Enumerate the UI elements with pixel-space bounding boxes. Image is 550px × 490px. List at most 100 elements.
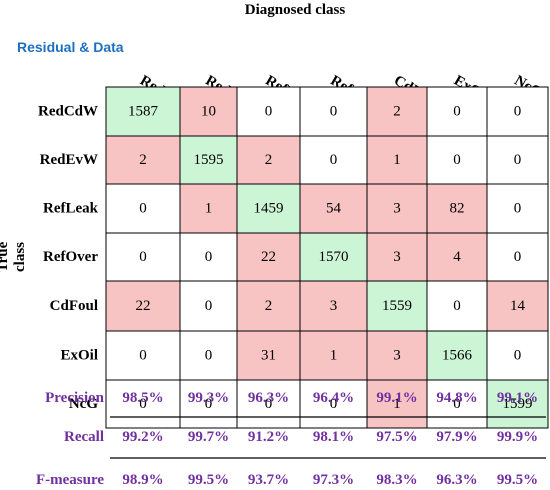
cell-value: 1587 [128,104,159,120]
cell-value: 1459 [254,201,284,217]
cell-value: 3 [393,201,401,217]
cell-value: 3 [330,298,338,314]
cell-value: 4 [453,249,461,265]
metric-value: 99.9% [497,429,538,445]
metric-value: 99.3% [188,390,229,406]
row-label: RefLeak [43,201,99,217]
cell-value: 0 [453,152,461,168]
cell-value: 0 [514,201,522,217]
cell-value: 1570 [319,249,349,265]
matrix-cell [299,135,368,185]
cell-value: 0 [330,152,338,168]
cell-value: 0 [330,104,338,120]
cell-value: 0 [453,104,461,120]
cell-value: 2 [265,298,273,314]
metric-label: F-measure [36,472,104,488]
matrix-cell [179,379,238,429]
matrix-cell [179,135,238,185]
cell-value: 0 [139,348,147,364]
corner-label: Residual & Data [17,39,124,55]
metric-label: Recall [64,429,104,445]
cell-value: 14 [510,298,526,314]
cell-value: 0 [514,348,522,364]
matrix-cell [299,379,368,429]
cell-value: 0 [205,348,213,364]
cell-value: 22 [136,298,151,314]
cell-value: 54 [326,201,342,217]
matrix-cell [486,135,549,185]
row-label: ExOil [60,348,98,364]
metric-value: 97.3% [313,472,354,488]
metric-value: 99.2% [122,429,163,445]
metric-value: 94.8% [436,390,477,406]
cell-value: 10 [201,104,216,120]
matrix-cell [236,330,301,381]
metric-value: 99.1% [376,390,417,406]
cell-value: 0 [205,298,213,314]
cell-value: 82 [450,201,465,217]
metric-value: 97.9% [436,429,477,445]
row-label: NcG [69,396,98,412]
cell-value: 0 [453,298,461,314]
row-label: RefOver [43,249,98,265]
cell-value: 1595 [194,152,224,168]
cell-value: 0 [139,201,147,217]
matrix-cell [179,330,238,381]
metric-value: 91.2% [248,429,289,445]
matrix-cell [236,135,301,185]
metric-value: 99.5% [497,472,538,488]
matrix-cell [486,379,549,429]
cell-value: 3 [393,348,401,364]
metric-value: 96.4% [313,390,354,406]
cell-value: 0 [205,396,213,412]
cell-value: 0 [514,152,522,168]
matrix-cell [105,379,181,429]
cell-value: 0 [265,104,273,120]
row-label: RedEvW [40,152,98,168]
cell-value: 0 [453,396,461,412]
matrix-cell [236,183,301,234]
metric-value: 99.1% [497,390,538,406]
metric-value: 98.3% [376,472,417,488]
cell-value: 2 [265,152,273,168]
matrix-cell [426,379,488,429]
cell-value: 0 [514,249,522,265]
metric-value: 99.7% [188,429,229,445]
matrix-cell [179,280,238,332]
cell-value: 1559 [382,298,412,314]
metric-value: 93.7% [248,472,289,488]
cell-value: 3 [393,249,401,265]
cell-value: 1 [205,201,213,217]
cell-value: 0 [205,249,213,265]
metric-value: 97.5% [376,429,417,445]
matrix-cell [366,135,428,185]
row-label: RedCdW [38,104,98,120]
matrix-cell [366,232,428,282]
cell-value: 0 [139,249,147,265]
cell-value: 1566 [442,348,473,364]
matrix-cell [486,86,549,137]
cell-value: 0 [265,396,273,412]
cell-value: 2 [393,104,401,120]
cell-value: 0 [139,396,147,412]
metric-value: 96.3% [436,472,477,488]
metric-value: 98.1% [313,429,354,445]
matrix-cell [486,232,549,282]
metric-value: 98.9% [122,472,163,488]
cell-value: 0 [330,396,338,412]
matrix-cell [179,86,238,137]
matrix-cell [366,280,428,332]
cell-value: 1 [330,348,338,364]
matrix-cell [299,330,368,381]
matrix-cell [105,135,181,185]
matrix-cell [105,280,181,332]
cell-value: 22 [261,249,276,265]
matrix-cell [426,330,488,381]
matrix-cell [105,183,181,234]
matrix-cell [426,135,488,185]
metric-label: Precision [45,390,105,406]
cell-value: 31 [261,348,276,364]
matrix-cell [486,330,549,381]
metric-value: 96.3% [248,390,289,406]
